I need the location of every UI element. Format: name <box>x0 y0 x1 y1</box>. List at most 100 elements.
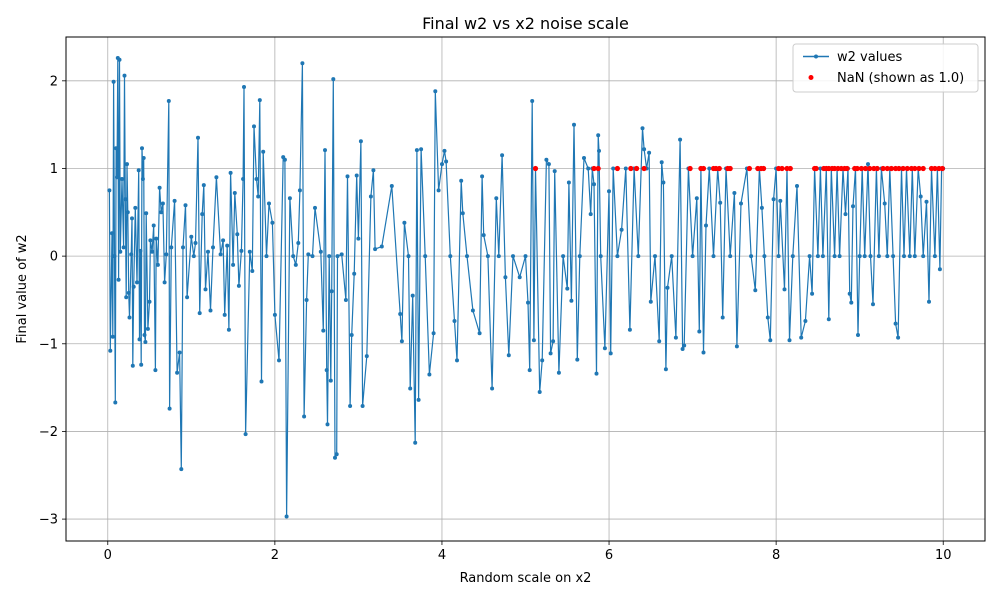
w2-data-point <box>130 363 135 368</box>
w2-data-point <box>690 254 695 259</box>
w2-data-point <box>803 319 808 323</box>
w2-data-point <box>414 148 419 153</box>
w2-data-point <box>318 249 323 254</box>
w2-data-point <box>324 368 329 373</box>
w2-data-point <box>720 315 725 320</box>
w2-data-point <box>302 414 307 419</box>
w2-data-point <box>810 291 815 296</box>
w2-data-point <box>354 173 359 178</box>
w2-data-point <box>640 126 645 131</box>
x-tick-label: 10 <box>935 548 952 563</box>
w2-data-point <box>771 197 776 202</box>
w2-data-point <box>141 156 146 160</box>
w2-data-point <box>123 197 128 202</box>
w2-data-point <box>140 146 144 151</box>
w2-data-point <box>494 196 499 201</box>
w2-data-point <box>527 368 532 373</box>
w2-data-point <box>300 61 305 66</box>
w2-data-point <box>577 254 582 259</box>
legend-nan-swatch <box>808 75 814 80</box>
w2-data-point <box>902 254 906 259</box>
nan-point <box>874 165 880 172</box>
w2-data-point <box>406 254 411 259</box>
w2-data-point <box>531 338 536 343</box>
w2-data-point <box>470 308 475 313</box>
w2-data-point <box>569 298 574 303</box>
w2-data-point <box>242 85 246 89</box>
w2-data-point <box>179 467 184 472</box>
w2-data-point <box>937 267 942 272</box>
w2-data-point <box>155 262 160 267</box>
x-tick-label: 2 <box>271 548 279 563</box>
w2-data-point <box>866 162 870 167</box>
w2-data-point <box>602 346 607 351</box>
w2-data-point <box>203 287 208 292</box>
nan-point <box>628 165 634 172</box>
nan-point <box>862 165 869 172</box>
nan-point <box>884 165 890 172</box>
w2-data-point <box>416 397 421 402</box>
w2-data-point <box>673 335 678 340</box>
y-tick-label: −2 <box>39 425 58 440</box>
w2-data-point <box>110 334 115 339</box>
w2-data-point <box>389 184 394 188</box>
x-axis-label: Random scale on x2 <box>460 571 592 586</box>
w2-data-point <box>343 298 348 302</box>
w2-data-point <box>540 358 545 363</box>
w2-data-point <box>663 367 668 372</box>
w2-data-point <box>135 280 139 285</box>
w2-data-point <box>749 254 754 259</box>
w2-data-point <box>851 204 855 209</box>
w2-data-point <box>133 205 138 210</box>
plot-frame <box>65 36 986 542</box>
w2-data-point <box>795 184 799 188</box>
w2-data-point <box>912 254 917 259</box>
y-axis-label: Final value of w2 <box>15 234 30 343</box>
w2-data-point <box>339 252 344 257</box>
w2-data-point <box>252 124 256 129</box>
w2-data-point <box>124 295 129 300</box>
w2-data-point <box>762 254 767 259</box>
x-tick-label: 4 <box>438 548 446 563</box>
w2-data-point <box>185 295 190 300</box>
w2-data-point <box>371 168 376 173</box>
w2-data-point <box>642 147 647 152</box>
w2-data-point <box>364 354 369 359</box>
nan-point <box>858 165 865 172</box>
w2-data-point <box>586 166 591 171</box>
w2-data-point <box>137 337 142 342</box>
w2-data-point <box>682 343 687 348</box>
w2-data-point <box>885 254 890 259</box>
w2-data-point <box>144 211 149 216</box>
w2-data-point <box>296 241 301 245</box>
w2-data-point <box>718 200 723 205</box>
w2-data-point <box>126 290 131 295</box>
w2-data-point <box>608 351 613 356</box>
w2-data-point <box>636 254 641 259</box>
w2-data-point <box>206 249 210 254</box>
w2-data-point <box>250 269 255 273</box>
w2-data-point <box>218 252 223 257</box>
nan-point <box>888 165 895 172</box>
w2-data-point <box>214 175 219 180</box>
w2-data-point <box>254 177 259 181</box>
w2-data-point <box>162 280 167 285</box>
w2-data-point <box>118 249 123 254</box>
nan-point <box>779 165 785 172</box>
w2-data-point <box>778 198 783 203</box>
y-tick-label: −1 <box>39 337 58 352</box>
w2-data-point <box>335 254 340 259</box>
legend: w2 values NaN (shown as 1.0) <box>792 43 979 93</box>
w2-data-point <box>657 339 662 344</box>
w2-data-point <box>264 254 269 259</box>
nan-point <box>641 165 647 172</box>
w2-data-point <box>157 185 162 190</box>
w2-data-point <box>907 254 912 259</box>
y-tick-label: 1 <box>50 162 58 177</box>
nan-point <box>700 165 707 172</box>
w2-data-point <box>189 234 194 239</box>
w2-data-point <box>360 404 365 408</box>
w2-data-point <box>142 333 147 337</box>
w2-data-point <box>125 210 130 215</box>
w2-data-point <box>291 254 296 259</box>
